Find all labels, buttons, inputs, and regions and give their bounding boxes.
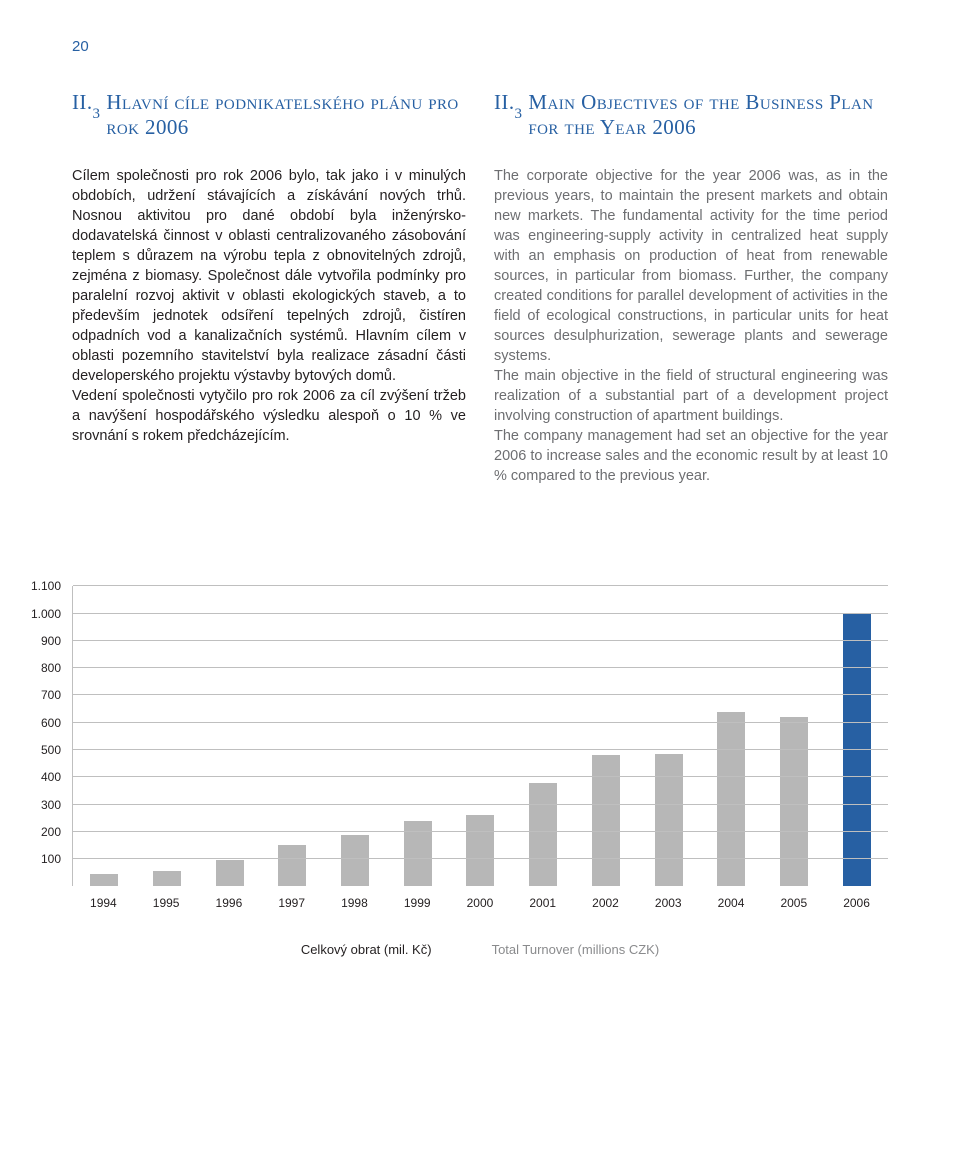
- paragraph: The main objective in the field of struc…: [494, 366, 888, 426]
- heading-text-en: Main Objectives of the Business Plan for…: [528, 90, 888, 140]
- chart-y-tick: 500: [41, 743, 73, 757]
- chart-bar: [278, 845, 306, 886]
- chart-y-tick: 100: [41, 852, 73, 866]
- paragraph: Cílem společnosti pro rok 2006 bylo, tak…: [72, 166, 466, 386]
- chart-plot-area: 1002003004005006007008009001.0001.100: [72, 586, 888, 886]
- chart-x-label: 1996: [215, 896, 243, 910]
- chart-x-label: 1999: [403, 896, 431, 910]
- chart-y-tick: 1.000: [31, 607, 73, 621]
- paragraph: Vedení společnosti vytyčilo pro rok 2006…: [72, 386, 466, 446]
- heading-cz: II.3 Hlavní cíle podnikatelského plánu p…: [72, 90, 466, 140]
- chart-x-label: 2006: [843, 896, 871, 910]
- chart-x-label: 2005: [780, 896, 808, 910]
- chart-gridline: [73, 722, 888, 723]
- chart-bar: [780, 717, 808, 886]
- chart-bar: [843, 614, 871, 887]
- chart-gridline: [73, 831, 888, 832]
- chart-bars: [73, 586, 888, 886]
- chart-gridline: [73, 749, 888, 750]
- legend-en: Total Turnover (millions CZK): [492, 942, 660, 957]
- page-number: 20: [72, 38, 89, 55]
- chart-legend: Celkový obrat (mil. Kč) Total Turnover (…: [72, 942, 888, 957]
- turnover-chart: 1002003004005006007008009001.0001.100 19…: [72, 586, 888, 957]
- chart-bar: [466, 815, 494, 886]
- chart-y-tick: 200: [41, 825, 73, 839]
- chart-x-label: 2001: [529, 896, 557, 910]
- chart-y-tick: 600: [41, 716, 73, 730]
- paragraph: The corporate objective for the year 200…: [494, 166, 888, 366]
- chart-x-label: 2002: [592, 896, 620, 910]
- chart-y-tick: 700: [41, 688, 73, 702]
- section-number-en: II.3: [494, 90, 522, 119]
- chart-y-tick: 800: [41, 661, 73, 675]
- chart-gridline: [73, 776, 888, 777]
- chart-x-label: 1995: [152, 896, 180, 910]
- chart-y-tick: 400: [41, 770, 73, 784]
- chart-bar: [341, 835, 369, 887]
- chart-bar: [153, 871, 181, 886]
- chart-y-tick: 300: [41, 798, 73, 812]
- heading-text-cz: Hlavní cíle podnikatelského plánu pro ro…: [106, 90, 466, 140]
- chart-x-label: 1997: [278, 896, 306, 910]
- text-columns: II.3 Hlavní cíle podnikatelského plánu p…: [0, 0, 960, 486]
- chart-y-tick: 900: [41, 634, 73, 648]
- heading-en: II.3 Main Objectives of the Business Pla…: [494, 90, 888, 140]
- chart-x-labels: 1994 1995 1996 1997 1998 1999 2000 2001 2002 2003…: [72, 896, 888, 910]
- chart-gridline: [73, 585, 888, 586]
- section-number-cz: II.3: [72, 90, 100, 119]
- chart-bar: [655, 754, 683, 886]
- paragraph: The company management had set an object…: [494, 426, 888, 486]
- chart-bar: [216, 860, 244, 886]
- chart-x-label: 2003: [654, 896, 682, 910]
- chart-gridline: [73, 667, 888, 668]
- chart-gridline: [73, 804, 888, 805]
- chart-bar: [529, 783, 557, 887]
- chart-x-label: 1998: [340, 896, 368, 910]
- chart-bar: [90, 874, 118, 886]
- chart-y-tick: 1.100: [31, 579, 73, 593]
- chart-x-label: 2000: [466, 896, 494, 910]
- legend-cz: Celkový obrat (mil. Kč): [301, 942, 432, 957]
- chart-bar: [592, 755, 620, 886]
- chart-bar: [717, 712, 745, 887]
- chart-x-label: 2004: [717, 896, 745, 910]
- chart-x-label: 1994: [89, 896, 117, 910]
- column-english: II.3 Main Objectives of the Business Pla…: [494, 90, 888, 486]
- chart-gridline: [73, 613, 888, 614]
- chart-gridline: [73, 640, 888, 641]
- column-czech: II.3 Hlavní cíle podnikatelského plánu p…: [72, 90, 466, 486]
- chart-gridline: [73, 694, 888, 695]
- chart-gridline: [73, 858, 888, 859]
